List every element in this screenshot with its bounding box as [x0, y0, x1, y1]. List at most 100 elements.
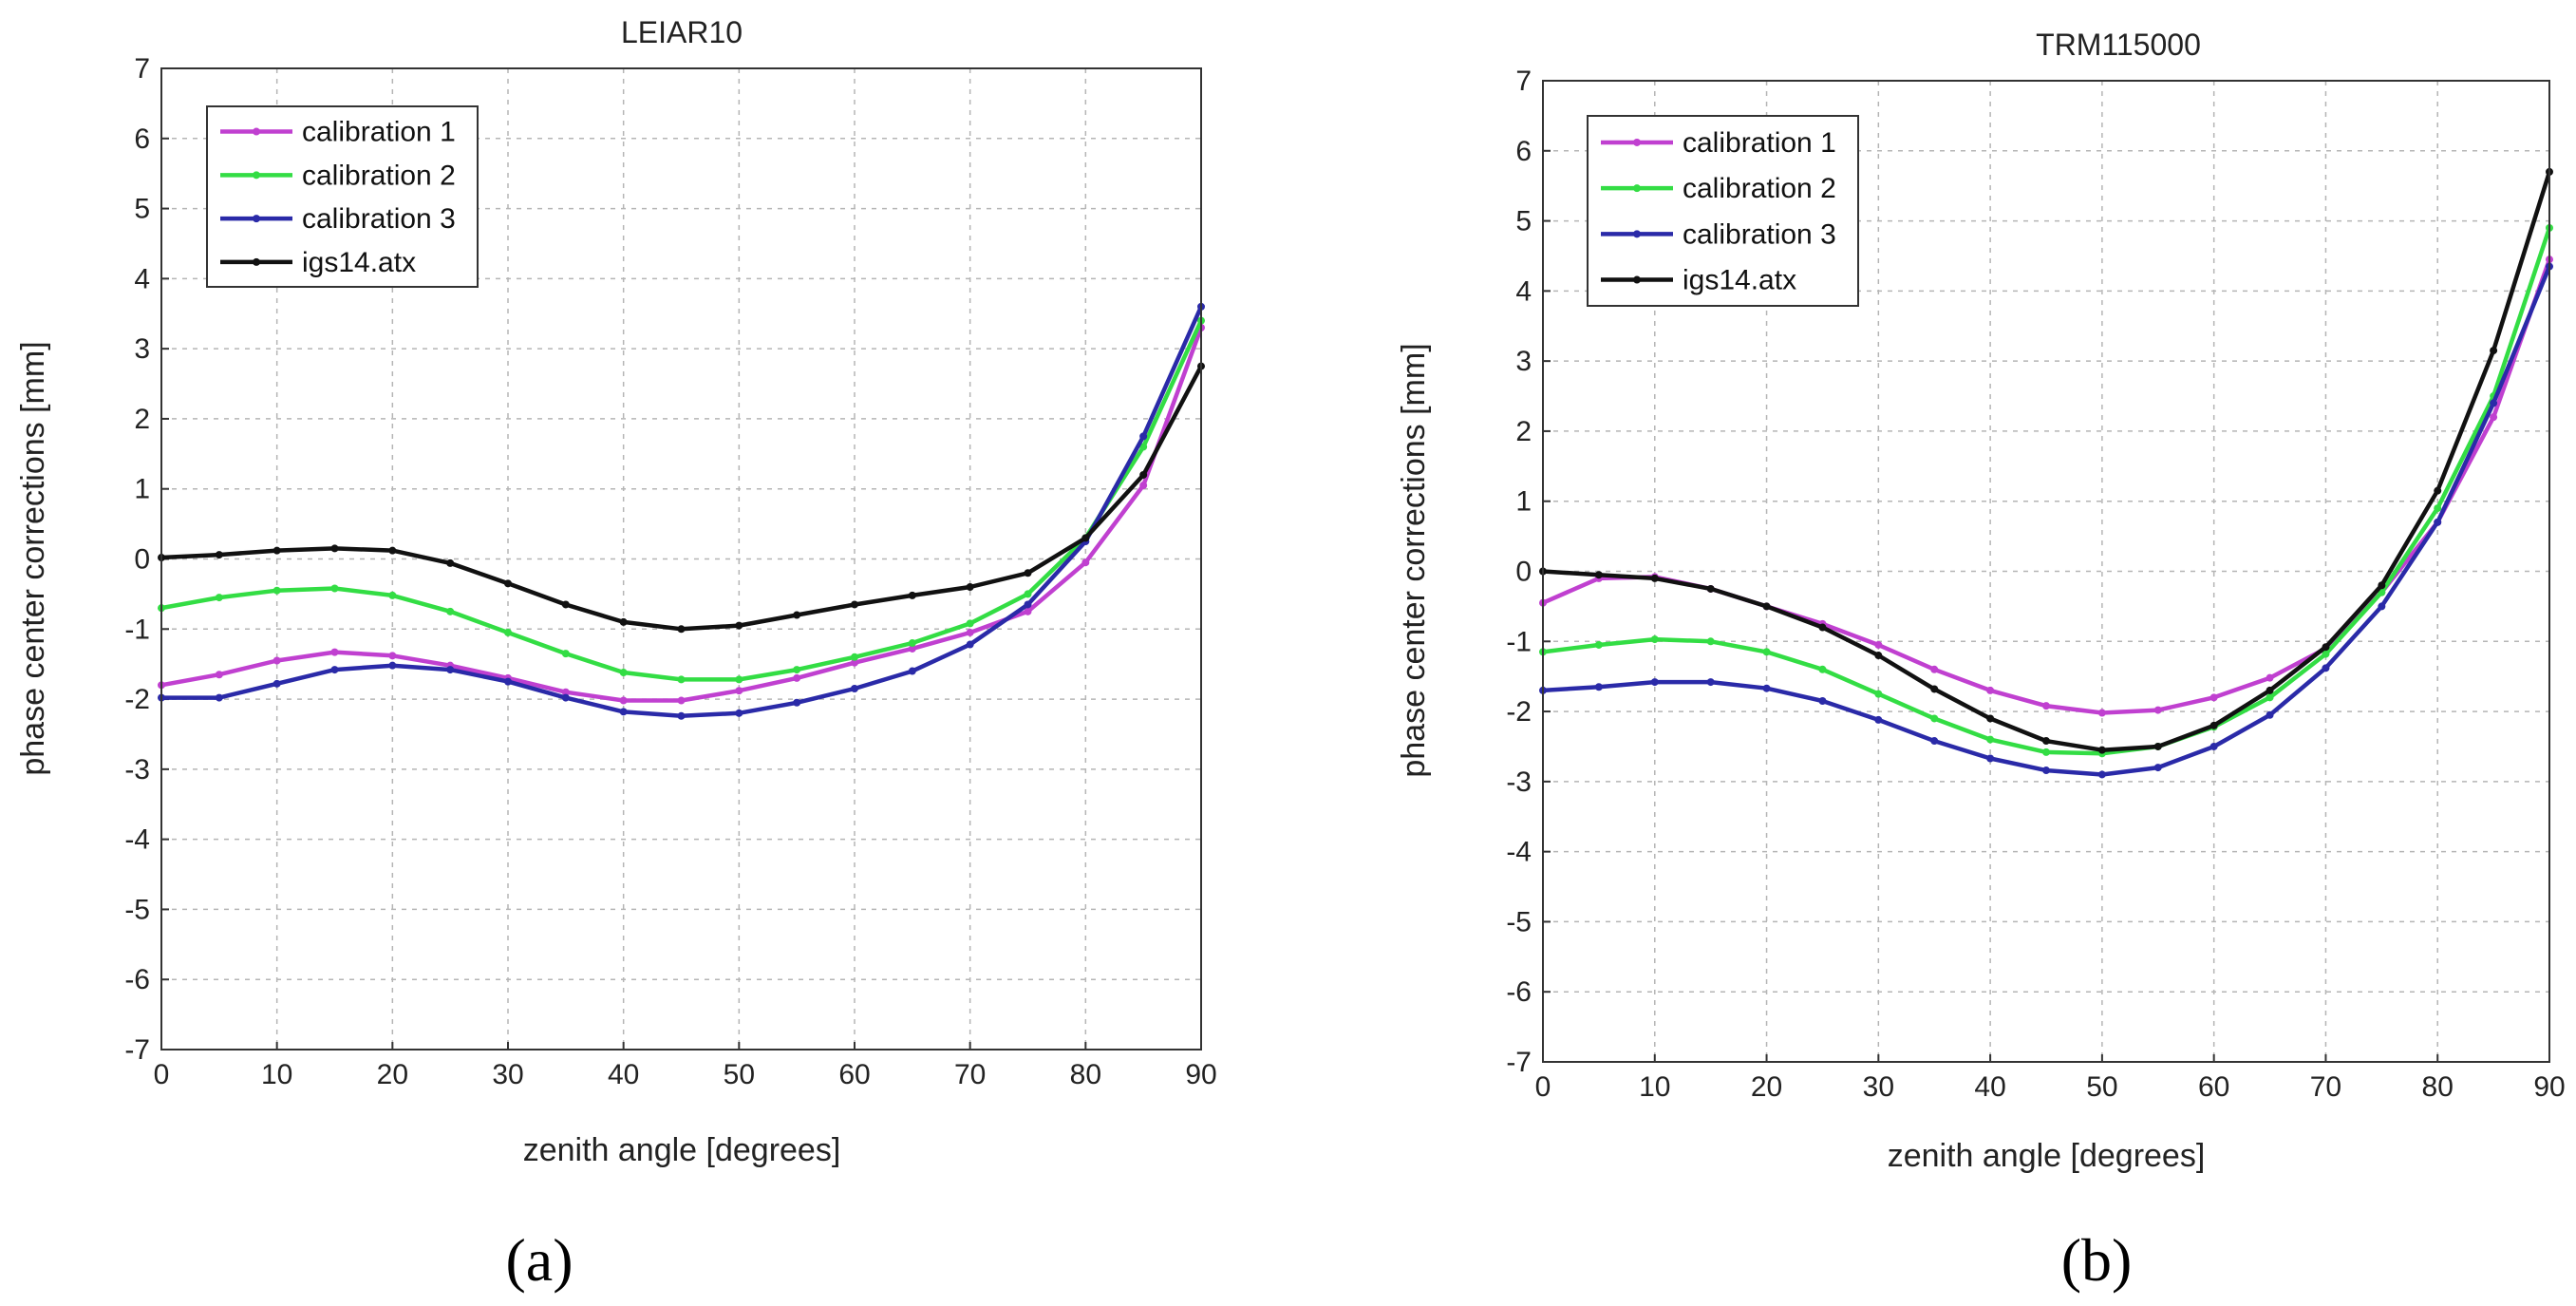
y-tick-label: 2: [1515, 416, 1532, 447]
axes-frame: [160, 67, 1202, 1050]
data-point: [2322, 650, 2330, 658]
data-point: [1706, 678, 1715, 687]
data-point: [561, 693, 570, 702]
data-point: [2322, 664, 2330, 672]
data-point: [908, 591, 916, 599]
legend-marker: [253, 215, 260, 223]
data-point: [215, 693, 223, 702]
data-point: [735, 621, 743, 630]
x-tick-label: 70: [2310, 1071, 2341, 1103]
data-point: [851, 658, 858, 667]
series-layer: [1539, 167, 2553, 779]
legend-marker: [1633, 230, 1641, 238]
data-point: [2322, 643, 2330, 652]
data-point: [619, 708, 628, 716]
data-point: [2153, 706, 2162, 714]
legend-entry: calibration 1: [302, 117, 456, 148]
data-point: [2153, 764, 2162, 772]
data-point: [1024, 600, 1032, 609]
data-point: [1650, 678, 1659, 687]
data-point: [1874, 715, 1883, 724]
data-point: [619, 669, 628, 677]
legend-entry: igs14.atx: [1683, 265, 1796, 296]
data-point: [619, 696, 628, 705]
y-tick-label: 5: [1515, 206, 1532, 237]
data-point: [1139, 482, 1148, 490]
legend-marker: [1633, 184, 1641, 193]
data-point: [2042, 737, 2050, 746]
y-tick-label: -4: [124, 824, 150, 856]
data-point: [1650, 574, 1659, 582]
data-point: [619, 617, 628, 626]
data-point: [1024, 607, 1032, 615]
data-point: [2490, 347, 2498, 355]
data-point: [561, 688, 570, 696]
y-tick-label: 0: [134, 544, 150, 576]
x-tick-label: 60: [838, 1059, 870, 1090]
data-point: [273, 679, 281, 688]
y-tick-label: 5: [134, 194, 150, 225]
series-line-calibration-3: [1540, 264, 2552, 777]
y-tick-label: 1: [1515, 486, 1532, 518]
data-point: [330, 648, 339, 656]
data-point: [966, 628, 974, 636]
y-tick-label: 3: [1515, 346, 1532, 377]
data-point: [2097, 709, 2106, 717]
x-tick-label: 30: [1863, 1071, 1894, 1103]
y-tick-label: 7: [1515, 66, 1532, 97]
legend-entry: calibration 3: [302, 203, 456, 235]
data-point: [2097, 770, 2106, 779]
data-point: [504, 579, 512, 588]
data-point: [504, 628, 512, 636]
data-point: [1594, 683, 1603, 691]
x-tick-label: 70: [954, 1059, 986, 1090]
chart-title: TRM115000: [2036, 28, 2201, 62]
data-point: [677, 625, 686, 634]
x-axis-label: zenith angle [degrees]: [1888, 1138, 2206, 1174]
x-tick-label: 0: [1535, 1071, 1551, 1103]
data-point: [735, 709, 743, 717]
x-tick-label: 80: [2422, 1071, 2454, 1103]
data-point: [1081, 558, 1090, 567]
legend-entry: calibration 3: [1683, 218, 1836, 250]
x-tick-label: 40: [1974, 1071, 2005, 1103]
y-tick-label: 6: [134, 123, 150, 155]
chart-title: LEIAR10: [621, 15, 743, 49]
x-tick-label: 10: [1639, 1071, 1670, 1103]
legend: calibration 1 calibration 2 calibration 3 i…: [206, 105, 479, 288]
data-point: [966, 619, 974, 628]
data-point: [1818, 665, 1827, 673]
data-point: [330, 584, 339, 593]
data-point: [1650, 635, 1659, 644]
data-point: [1762, 648, 1771, 656]
data-point: [1594, 571, 1603, 579]
legend-entry: igs14.atx: [302, 247, 416, 278]
data-point: [1930, 737, 1939, 746]
data-point: [1762, 602, 1771, 611]
data-point: [677, 675, 686, 684]
y-tick-label: -1: [124, 614, 150, 645]
data-point: [2097, 746, 2106, 754]
x-tick-label: 50: [724, 1059, 755, 1090]
data-point: [966, 583, 974, 592]
data-point: [735, 675, 743, 684]
x-tick-label: 90: [1185, 1059, 1216, 1090]
y-tick-label: 2: [134, 404, 150, 435]
data-point: [908, 644, 916, 653]
y-tick-label: -7: [1506, 1047, 1532, 1078]
data-point: [2266, 686, 2274, 694]
data-point: [1139, 443, 1148, 451]
tick-labels: 0 10 20 30 40 50 60 70 80 90 -7 -6 -5 -4 -3 -2 -1 0 1 2 3 4 5 6…: [1506, 66, 2565, 1103]
data-point: [446, 607, 455, 615]
x-tick-label: 90: [2533, 1071, 2565, 1103]
data-point: [1986, 754, 1995, 763]
legend-entry: calibration 2: [302, 160, 456, 191]
y-tick-label: -7: [124, 1034, 150, 1066]
data-point: [561, 650, 570, 658]
y-tick-label: -3: [1506, 767, 1532, 798]
data-point: [793, 673, 801, 682]
data-point: [1706, 584, 1715, 593]
chart-panel-a: LEIAR10 0 10 20 30 40 50 60 70 80 90-7-6-5-4-3-2-…: [15, 15, 1217, 1294]
x-tick-label: 0: [154, 1059, 170, 1090]
data-point: [388, 546, 397, 555]
